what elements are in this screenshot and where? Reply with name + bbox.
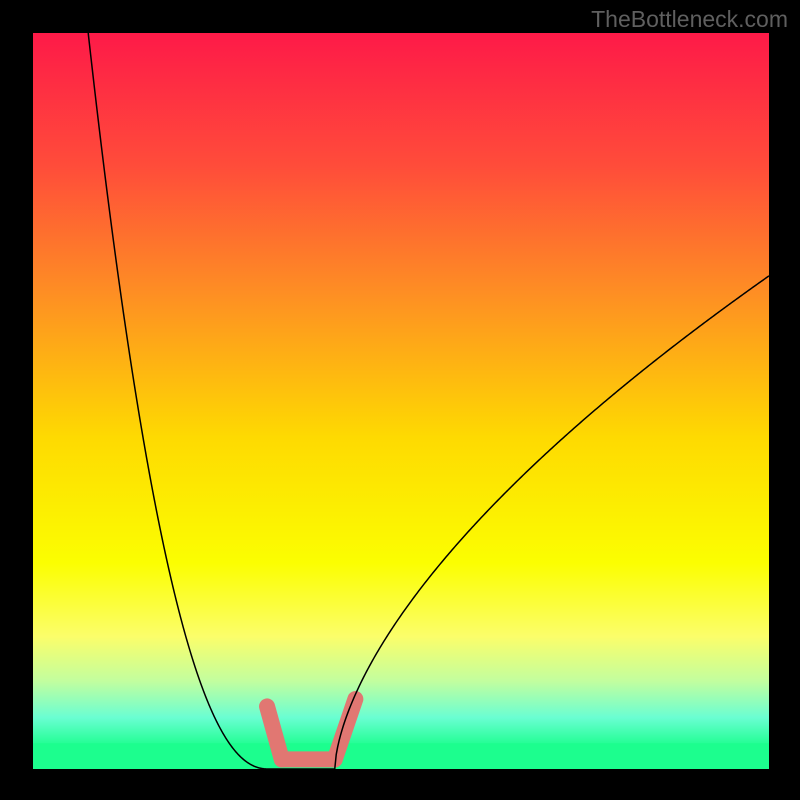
chart-svg <box>0 0 800 800</box>
watermark-text: TheBottleneck.com <box>591 6 788 33</box>
chart-canvas: TheBottleneck.com <box>0 0 800 800</box>
